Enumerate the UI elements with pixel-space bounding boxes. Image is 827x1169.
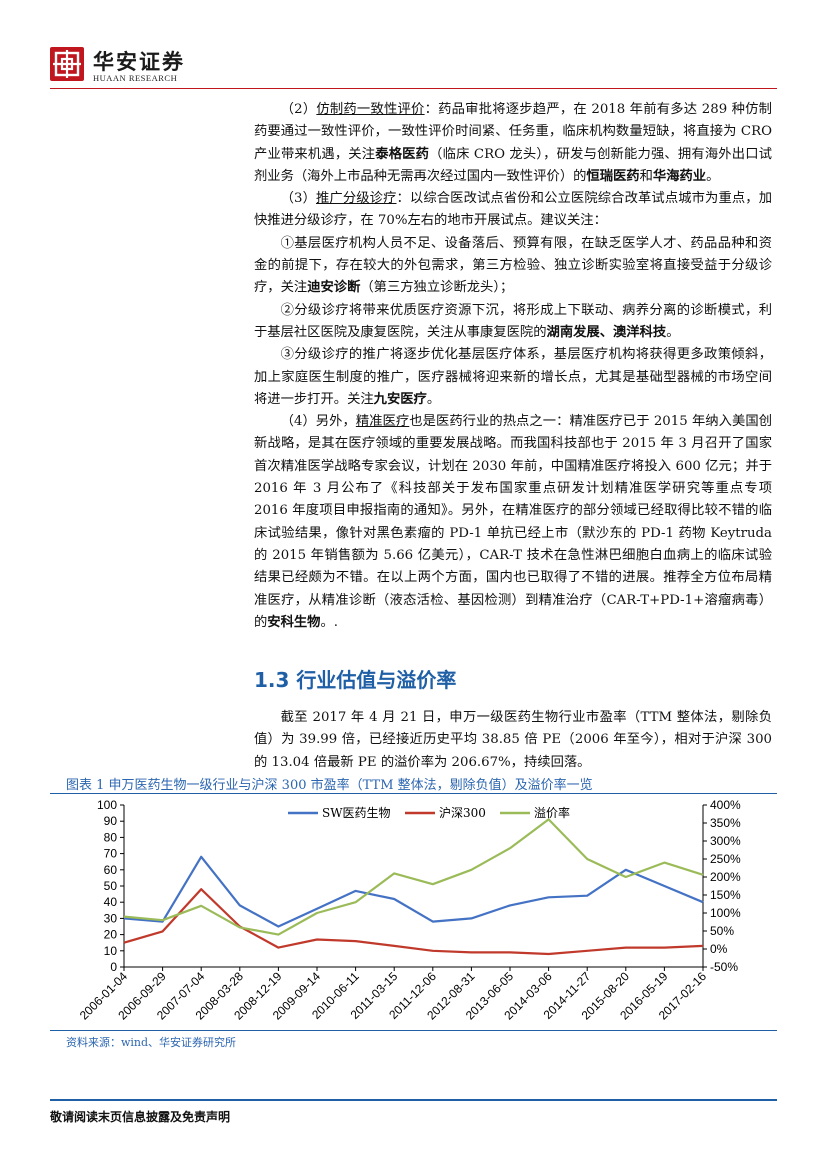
text-run: （4）另外，	[280, 414, 356, 430]
legend-label-0: SW医药生物	[322, 806, 391, 820]
text-run: 。.	[320, 614, 339, 630]
paragraph-tiered-care-3: ③分级诊疗的推广将逐步优化基层医疗体系，基层医疗机构将获得更多政策倾斜，加上家庭…	[254, 344, 772, 411]
text-run: 。	[706, 168, 720, 184]
figure-top-rule	[50, 793, 777, 794]
text-run: 九安医疗	[373, 391, 427, 407]
y-right-tick-label: 250%	[710, 852, 741, 866]
y-left-tick-label: 60	[104, 863, 118, 877]
y-left-tick-label: 100	[97, 798, 117, 812]
text-run: 恒瑞医药	[586, 168, 640, 184]
huaan-logo-icon	[50, 47, 84, 81]
page-header: 华安证券 HUAAN RESEARCH	[0, 0, 827, 100]
paragraph-tiered-care: （3）推广分级诊疗：以综合医改试点省份和公立医院综合改革试点城市为重点，加快推进…	[254, 188, 772, 233]
y-left-tick-label: 40	[104, 895, 118, 909]
text-run: 仿制药一致性评价	[316, 102, 425, 117]
series-line-1	[123, 888, 704, 956]
valuation-text: 截至 2017 年 4 月 21 日，申万一级医药生物行业市盈率（TTM 整体法…	[254, 710, 772, 770]
text-run: 泰格医药	[375, 146, 430, 162]
paragraph-tiered-care-2: ②分级诊疗将带来优质医疗资源下沉，将形成上下联动、病养分离的诊断模式，利于基层社…	[254, 300, 772, 345]
section-title: 1.3 行业估值与溢价率	[254, 668, 457, 692]
y-left-tick-label: 30	[104, 911, 118, 925]
text-run: 安科生物	[267, 614, 321, 630]
y-left-tick-label: 20	[104, 928, 118, 942]
y-right-tick-label: 100%	[710, 906, 741, 920]
text-run: （3）	[280, 191, 317, 207]
valuation-paragraph: 截至 2017 年 4 月 21 日，申万一级医药生物行业市盈率（TTM 整体法…	[254, 707, 772, 774]
y-right-tick-label: 300%	[710, 834, 741, 848]
figure-source: 资料来源：wind、华安证券研究所	[66, 1036, 237, 1049]
y-left-tick-label: 50	[104, 879, 118, 893]
y-right-tick-label: 400%	[710, 798, 741, 812]
y-right-tick-label: 0%	[710, 942, 728, 956]
y-right-tick-label: 50%	[710, 924, 734, 938]
legend-label-2: 溢价率	[534, 805, 570, 820]
text-run: 华海药业	[652, 168, 707, 184]
series-line-2	[123, 818, 704, 936]
figure-caption: 图表 1 申万医药生物一级行业与沪深 300 市盈率（TTM 整体法，剔除负值）…	[66, 778, 593, 793]
paragraph-tiered-care-1: ①基层医疗机构人员不足、设备落后、预算有限，在缺乏医学人才、药品品种和资金的前提…	[254, 233, 772, 300]
y-right-tick-label: 200%	[710, 870, 741, 884]
text-run: ①基层医疗机构人员不足、设备落后、预算有限，在缺乏医学人才、药品品种和资金的前提…	[254, 235, 772, 296]
text-run: （临床 CRO 龙头），研发与创新能力强、拥有海外出口试剂业务（海外上市品种无需…	[254, 146, 773, 184]
paragraph-precision-medicine: （4）另外，精准医疗也是医药行业的热点之一：精准医疗已于 2015 年纳入美国创…	[254, 411, 772, 634]
text-run: 。	[426, 391, 441, 407]
text-run: ②分级诊疗将带来优质医疗资源下沉，将形成上下联动、病养分离的诊断模式，利于基层社…	[254, 302, 772, 340]
text-run: ③分级诊疗的推广将逐步优化基层医疗体系，基层医疗机构将获得更多政策倾斜，加上家庭…	[254, 347, 772, 407]
pe-chart: 0 10 20 30 40 50 60 70 80 90 100 -50% 0% 50% 100% 150% 2…	[50, 795, 777, 1031]
text-run: 迪安诊断	[307, 280, 361, 296]
footer-divider	[50, 1099, 777, 1101]
y-right-tick-label: 150%	[710, 888, 741, 902]
text-run: 。	[666, 324, 680, 340]
logo-text-en: HUAAN RESEARCH	[93, 73, 178, 83]
logo-text-cn: 华安证券	[93, 50, 185, 74]
y-left-tick-label: 70	[104, 847, 118, 861]
series-line-0	[123, 855, 704, 928]
text-run: 推广分级诊疗	[316, 191, 397, 207]
header-divider	[50, 88, 777, 89]
text-run: （2）	[280, 102, 317, 117]
footer-disclaimer: 敬请阅读末页信息披露及免责声明	[50, 1110, 231, 1124]
text-run: ：药品审批将逐步趋严，在 2018 年前有多达 289 种仿制药要通过一致性评价…	[254, 102, 772, 162]
y-left-tick-label: 90	[104, 814, 118, 828]
y-right-tick-label: 350%	[710, 816, 741, 830]
y-left-tick-label: 0	[110, 960, 117, 974]
text-run: （第三方独立诊断龙头）；	[360, 280, 514, 296]
y-right-tick-label: -50%	[710, 960, 738, 974]
figure-bottom-rule	[50, 1030, 777, 1031]
text-run: 精准医疗	[355, 414, 410, 430]
y-left-tick-label: 10	[104, 944, 118, 958]
text-run: 和	[639, 168, 653, 184]
text-run: 也是医药行业的热点之一：精准医疗已于 2015 年纳入美国创新战略，是其在医疗领…	[254, 414, 772, 630]
paragraph-generic-drug: （2）仿制药一致性评价：药品审批将逐步趋严，在 2018 年前有多达 289 种…	[254, 99, 772, 188]
body-text: （2）仿制药一致性评价：药品审批将逐步趋严，在 2018 年前有多达 289 种…	[254, 99, 772, 634]
legend-label-1: 沪深300	[439, 806, 486, 820]
y-left-tick-label: 80	[104, 830, 118, 844]
text-run: ：以综合医改试点省份和公立医院综合改革试点城市为重点，加快推进分级诊疗，在 70…	[254, 191, 773, 229]
pe-chart-svg: 0 10 20 30 40 50 60 70 80 90 100 -50% 0% 50% 100% 150% 2…	[77, 798, 741, 1023]
text-run: 湖南发展、澳洋科技	[546, 324, 667, 340]
